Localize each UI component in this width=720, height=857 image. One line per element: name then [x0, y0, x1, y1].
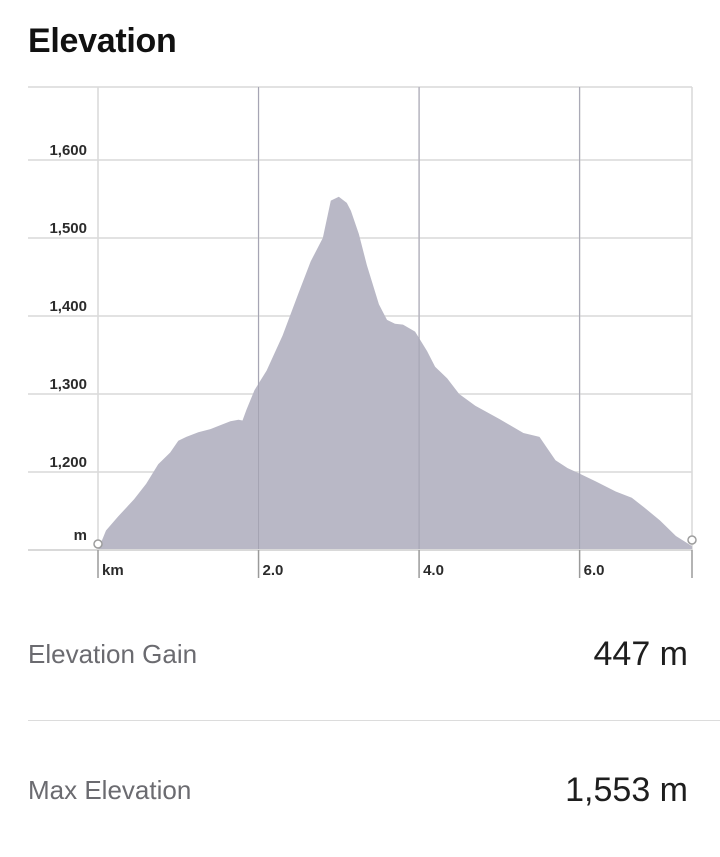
chart-axes [28, 535, 697, 578]
x-tick-label: 4.0 [423, 562, 444, 579]
max-elevation-row: Max Elevation 1,553 m [28, 760, 688, 820]
elevation-gain-row: Elevation Gain 447 m [28, 624, 688, 684]
start-marker [93, 539, 103, 549]
max-elevation-label: Max Elevation [28, 774, 192, 805]
elevation-gain-label: Elevation Gain [28, 638, 198, 669]
y-tick-label: 1,500 [49, 220, 87, 237]
x-axis-label: km [102, 562, 124, 579]
page-title: Elevation [28, 22, 177, 60]
elevation-area-layer [98, 87, 692, 550]
x-tick-label: 2.0 [263, 562, 284, 579]
elevation-gain-value: 447 m [593, 634, 689, 673]
end-marker [687, 535, 697, 545]
divider [28, 720, 720, 721]
chart-tick-labels: 1,200 1,300 1,400 1,500 1,600 m km 2.0 4.0 6.0 [49, 142, 604, 579]
y-tick-label: 1,400 [49, 298, 87, 315]
y-tick-label: 1,300 [49, 376, 87, 393]
max-elevation-value: 1,553 m [565, 770, 688, 809]
y-axis-label: m [74, 527, 87, 544]
elevation-area [98, 196, 692, 550]
y-tick-label: 1,600 [49, 142, 87, 159]
elevation-chart: 1,200 1,300 1,400 1,500 1,600 m km 2.0 4.0 6.0 [28, 86, 697, 579]
y-tick-label: 1,200 [49, 454, 87, 471]
x-tick-label: 6.0 [584, 562, 605, 579]
